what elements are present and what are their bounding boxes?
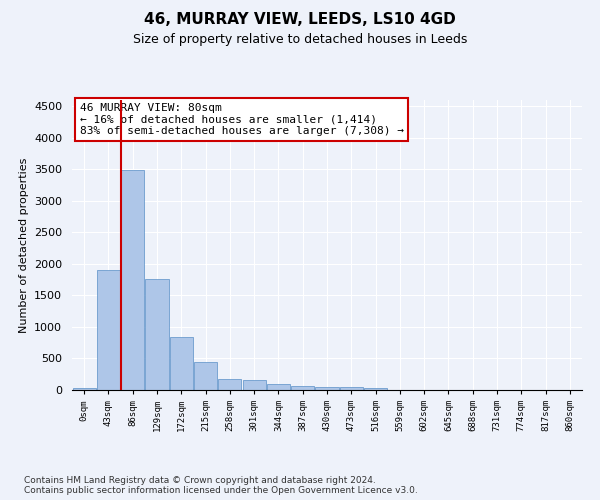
Bar	[73, 388, 95, 390]
Text: Size of property relative to detached houses in Leeds: Size of property relative to detached ho…	[133, 32, 467, 46]
Y-axis label: Number of detached properties: Number of detached properties	[19, 158, 29, 332]
Bar	[242, 380, 266, 390]
Bar	[340, 387, 363, 390]
Text: Contains HM Land Registry data © Crown copyright and database right 2024.
Contai: Contains HM Land Registry data © Crown c…	[24, 476, 418, 495]
Bar	[145, 279, 169, 390]
Bar	[170, 337, 193, 390]
Bar	[364, 388, 387, 390]
Text: 46, MURRAY VIEW, LEEDS, LS10 4GD: 46, MURRAY VIEW, LEEDS, LS10 4GD	[144, 12, 456, 28]
Text: 46 MURRAY VIEW: 80sqm
← 16% of detached houses are smaller (1,414)
83% of semi-d: 46 MURRAY VIEW: 80sqm ← 16% of detached …	[80, 103, 404, 136]
Bar	[194, 362, 217, 390]
Bar	[121, 170, 144, 390]
Bar	[97, 270, 120, 390]
Bar	[291, 386, 314, 390]
Bar	[267, 384, 290, 390]
Bar	[316, 386, 338, 390]
Bar	[218, 380, 241, 390]
